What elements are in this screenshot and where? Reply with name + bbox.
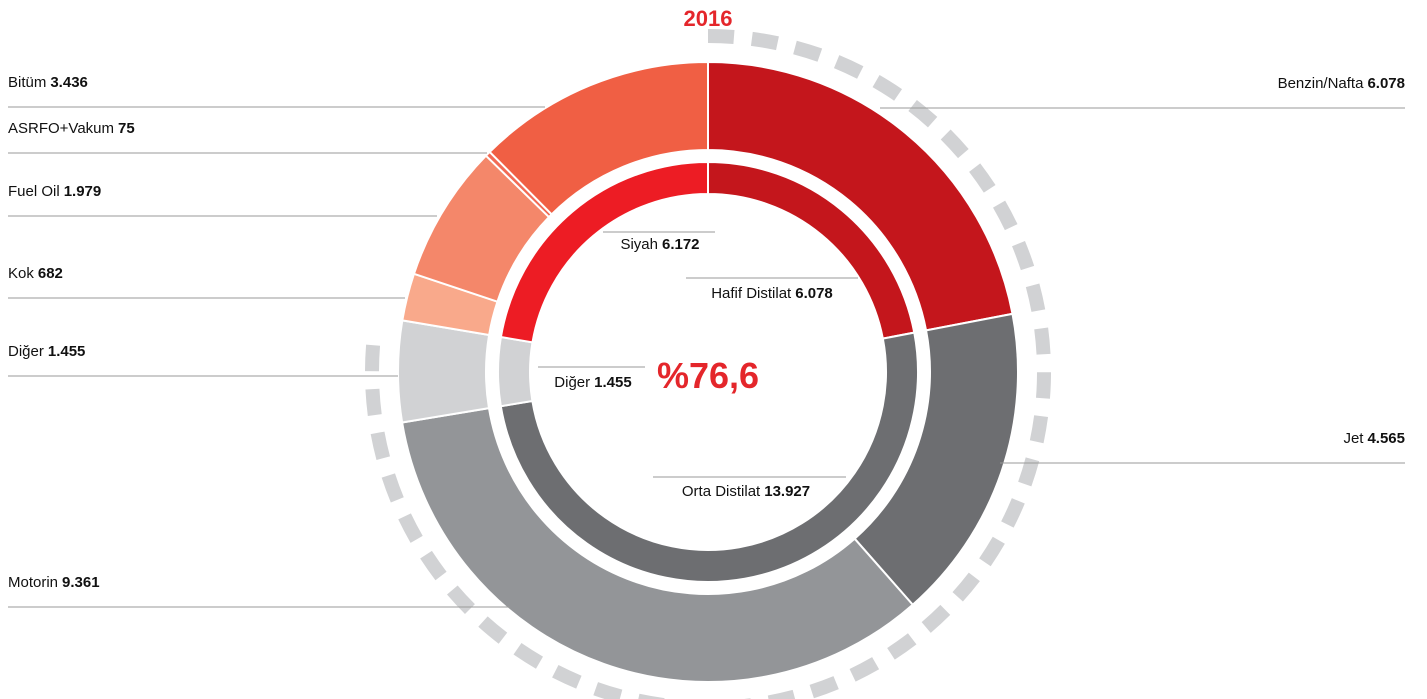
segment-value: 3.436: [50, 74, 88, 91]
segment-name: Diğer: [8, 343, 44, 360]
donut-segment: [499, 331, 919, 583]
donut-segment: [488, 60, 709, 216]
segment-name: Orta Distilat: [682, 483, 761, 500]
segment-label: Jet 4.565: [1343, 430, 1405, 447]
segment-name: Jet: [1343, 430, 1364, 447]
donut-segment: [397, 319, 491, 424]
segment-value: 1.979: [64, 183, 102, 200]
segment-label: Diğer 1.455: [554, 374, 631, 391]
chart-title: 2016: [684, 6, 733, 31]
donut-segment: [707, 60, 1014, 332]
segment-value: 1.455: [48, 343, 86, 360]
segment-label: Bitüm 3.436: [8, 74, 88, 91]
segment-value: 6.078: [1367, 75, 1405, 92]
segment-name: Benzin/Nafta: [1278, 75, 1365, 92]
segment-label: Siyah 6.172: [620, 236, 699, 253]
segment-name: Siyah: [620, 236, 658, 253]
segment-label: Hafif Distilat 6.078: [711, 285, 833, 302]
segment-value: 13.927: [764, 483, 810, 500]
segment-value: 4.565: [1367, 430, 1405, 447]
segment-name: ASRFO+Vakum: [8, 120, 114, 137]
segment-name: Diğer: [554, 374, 590, 391]
segment-label: ASRFO+Vakum 75: [8, 120, 135, 137]
segment-label: Benzin/Nafta 6.078: [1278, 75, 1405, 92]
segment-name: Kok: [8, 265, 34, 282]
segment-label: Orta Distilat 13.927: [682, 483, 810, 500]
donut-segment: [497, 335, 534, 408]
center-label: %76,6: [657, 355, 759, 396]
segment-value: 9.361: [62, 574, 100, 591]
segment-name: Bitüm: [8, 74, 46, 91]
segment-label: Motorin 9.361: [8, 574, 100, 591]
segment-value: 75: [118, 120, 135, 137]
segment-value: 1.455: [594, 374, 632, 391]
segment-label: Kok 682: [8, 265, 63, 282]
segment-name: Hafif Distilat: [711, 285, 792, 302]
segment-value: 682: [38, 265, 63, 282]
segment-label: Fuel Oil 1.979: [8, 183, 101, 200]
donut-segment: [499, 160, 709, 344]
segment-value: 6.172: [662, 236, 700, 253]
segment-name: Motorin: [8, 574, 58, 591]
segment-label: Diğer 1.455: [8, 343, 85, 360]
segment-value: 6.078: [795, 285, 833, 302]
segment-name: Fuel Oil: [8, 183, 60, 200]
share-arc: [365, 29, 1051, 699]
donut-segment: [400, 406, 915, 683]
